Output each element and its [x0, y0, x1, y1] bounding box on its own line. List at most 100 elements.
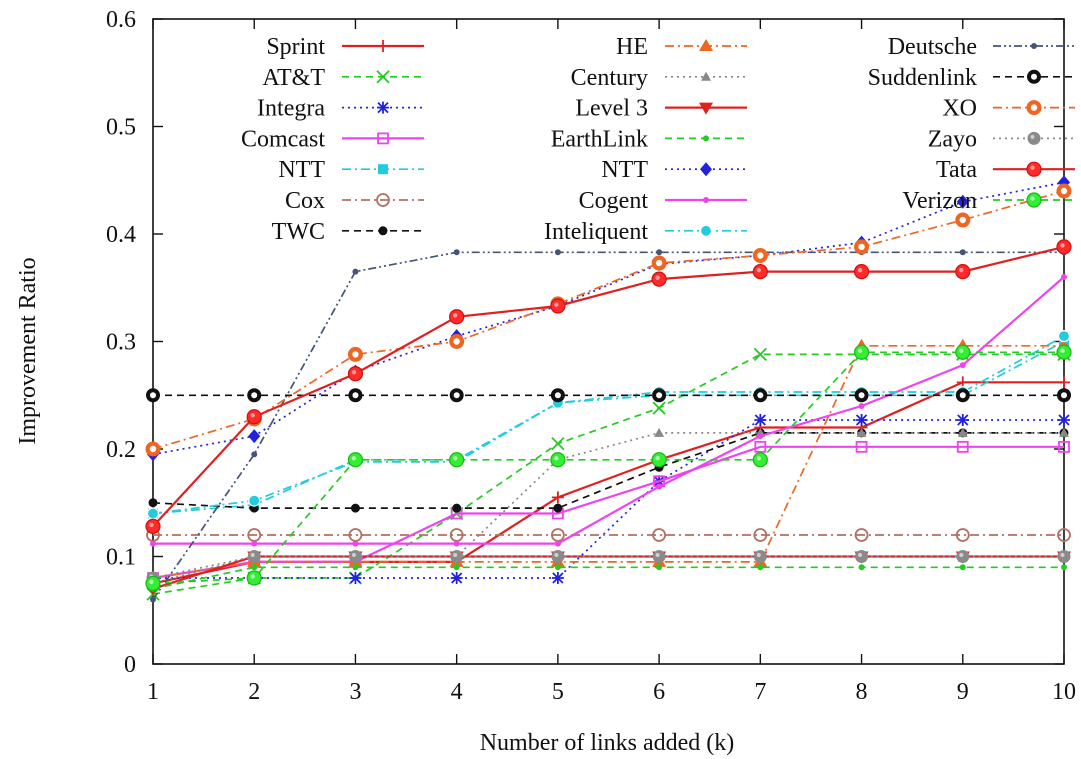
legend-entry: Inteliquent [544, 219, 747, 245]
legend-entry: NTT [278, 157, 424, 183]
series-line [152, 335, 1065, 515]
data-point [651, 452, 667, 468]
data-point [246, 570, 262, 586]
series-line [152, 190, 1065, 450]
data-point [656, 483, 663, 490]
data-point [348, 388, 363, 403]
data-point [146, 507, 160, 520]
data-point [855, 413, 868, 426]
data-point [1057, 550, 1071, 563]
legend-entry: Cox [285, 188, 424, 214]
x-tick-label: 9 [957, 679, 969, 705]
data-point [246, 409, 262, 425]
data-point [550, 298, 566, 314]
series-line [153, 276, 1065, 545]
series-line [152, 566, 1064, 590]
series-line [152, 251, 1064, 600]
x-tick-label: 7 [754, 679, 766, 705]
legend-label: XO [942, 96, 977, 122]
data-point [551, 491, 564, 504]
series-7 [146, 338, 1071, 583]
data-point [1061, 274, 1067, 280]
data-point [1056, 239, 1072, 255]
legend-marker [700, 162, 712, 177]
data-point [1058, 376, 1070, 389]
data-point [854, 239, 870, 255]
legend-label: Level 3 [575, 96, 648, 122]
series-4 [148, 336, 1069, 519]
data-point [1056, 344, 1072, 360]
x-tick-label: 5 [552, 679, 564, 705]
legend-marker [1026, 100, 1042, 116]
data-point [1059, 427, 1069, 437]
legend-entry: AT&T [262, 65, 424, 91]
legend-entry: TWC [272, 219, 424, 245]
data-point [554, 249, 561, 256]
series-line [152, 245, 1065, 528]
series-12 [150, 274, 1067, 547]
data-point [858, 403, 865, 409]
data-point [858, 564, 865, 571]
data-point [450, 572, 463, 584]
data-point [651, 255, 667, 271]
data-point [145, 518, 161, 535]
legend-marker [377, 132, 389, 145]
data-point [352, 268, 359, 275]
legend-entry: Level 3 [575, 96, 747, 122]
data-point [350, 503, 360, 513]
series-line [152, 445, 1064, 580]
legend-entry: EarthLink [551, 126, 747, 152]
y-tick-label: 0 [124, 652, 136, 678]
data-point [757, 433, 764, 440]
legend-entry: Integra [257, 96, 424, 122]
legend-marker [1026, 161, 1042, 177]
series-line [153, 419, 1064, 579]
data-point [146, 388, 160, 403]
series-19 [145, 344, 1072, 591]
data-series [145, 175, 1072, 603]
data-point [551, 436, 565, 451]
data-point [956, 550, 970, 563]
legend-marker [377, 40, 389, 52]
data-point [551, 572, 564, 584]
data-point [347, 452, 364, 468]
data-point [652, 401, 666, 415]
series-14 [150, 249, 1067, 603]
data-point [349, 572, 362, 584]
legend-label: Inteliquent [544, 219, 648, 245]
data-point [1058, 413, 1070, 426]
legend-marker [703, 135, 709, 142]
x-axis-title: Number of links added (k) [480, 730, 735, 756]
legend-label: TWC [272, 219, 325, 245]
legend-marker [1026, 192, 1042, 208]
data-point [757, 564, 764, 571]
legend-marker [703, 197, 709, 203]
data-point [959, 564, 966, 571]
legend-label: AT&T [262, 65, 325, 91]
axis-ticks: 1 2 3 4 5 6 7 8 9 10 0 0.1 0.2 0.3 0.4 0.5 0.6 [106, 7, 1076, 705]
data-point [248, 429, 261, 444]
y-tick-label: 0.2 [106, 437, 136, 463]
data-point [752, 452, 768, 468]
data-point [554, 540, 561, 547]
data-point [450, 550, 464, 563]
data-point [148, 498, 158, 508]
series-6 [148, 428, 1069, 513]
series-9 [146, 551, 1071, 596]
y-tick-label: 0.6 [106, 7, 136, 33]
legend-label: Tata [936, 157, 977, 183]
series-line [152, 353, 1064, 595]
x-tick-label: 8 [856, 679, 868, 705]
x-tick-label: 10 [1052, 679, 1076, 705]
data-point [551, 550, 565, 563]
series-line [152, 351, 1064, 585]
data-point [955, 212, 971, 228]
data-point [855, 550, 869, 563]
legend: Sprint AT&T Integra Comcast NTT Cox TWC HE Centu… [241, 34, 1075, 245]
y-axis-title: Improvement Ratio [15, 257, 41, 444]
data-point [347, 366, 364, 382]
legend-entry: Verizon [902, 188, 1075, 214]
data-point [752, 248, 768, 263]
data-point [753, 347, 767, 362]
legend-entry: Cogent [579, 188, 747, 214]
